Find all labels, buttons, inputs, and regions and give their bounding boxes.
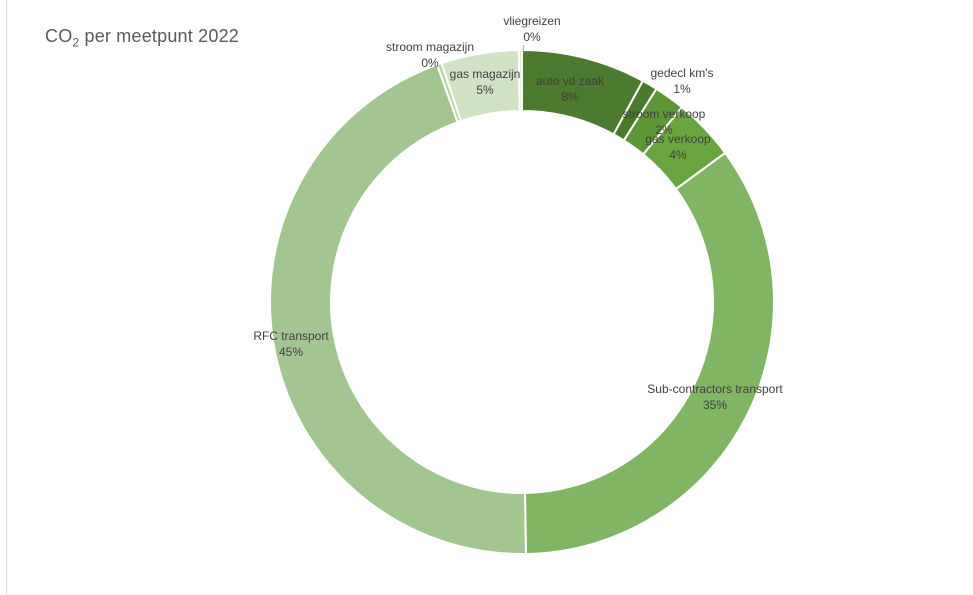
slice-label-sub-contractors-transport: Sub-contractors transport <box>647 382 783 396</box>
slice-label-stroom-verkoop: stroom verkoop <box>623 107 706 121</box>
slice-value-auto-vd-zaak: 8% <box>561 90 579 104</box>
chart-title-main: CO <box>45 26 73 46</box>
chart-title-subscript: 2 <box>72 35 80 50</box>
slice-label-stroom-magazijn: stroom magazijn <box>386 40 474 54</box>
slice-value-sub-contractors-transport: 35% <box>703 398 727 412</box>
donut-slice-sub-contractors-transport <box>523 151 775 555</box>
chart-title-rest: per meetpunt 2022 <box>79 26 239 46</box>
slice-value-stroom-magazijn: 0% <box>421 56 439 70</box>
donut-slice-vliegreizen <box>517 48 523 113</box>
slice-value-stroom-verkoop: 2% <box>655 123 673 137</box>
slice-label-gas-verkoop: gas verkoop <box>645 132 711 146</box>
donut-slice-rfc-transport <box>269 63 527 555</box>
slice-value-vliegreizen: 0% <box>523 30 541 44</box>
slice-value-gedecl-km-s: 1% <box>673 82 691 96</box>
slice-value-rfc-transport: 45% <box>279 345 303 359</box>
slice-label-gedecl-km-s: gedecl km's <box>651 66 714 80</box>
slice-label-gas-magazijn: gas magazijn <box>450 67 521 81</box>
slice-value-gas-magazijn: 5% <box>476 83 494 97</box>
leader-line-vliegreizen <box>522 44 525 53</box>
chart-title: CO2 per meetpunt 2022 <box>45 26 239 50</box>
slice-label-auto-vd-zaak: auto vd zaak <box>536 74 605 88</box>
slice-label-vliegreizen: vliegreizen <box>503 14 560 28</box>
slice-value-gas-verkoop: 4% <box>669 148 687 162</box>
slice-label-rfc-transport: RFC transport <box>253 329 329 343</box>
